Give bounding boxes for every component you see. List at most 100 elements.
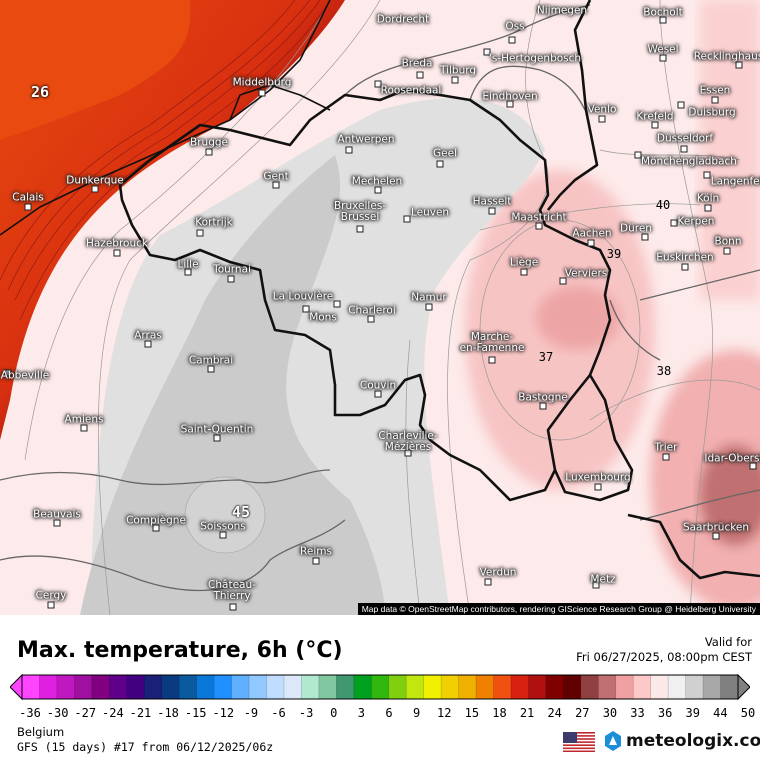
map-canvas [0,0,760,615]
city-label: Venlo [587,103,617,116]
city-marker [488,356,496,364]
city-label: Idar-Oberstein [704,452,760,465]
city-label: Düren [620,222,652,235]
city-marker [436,160,444,168]
legend-color-cell [371,675,390,699]
city-label: Kerpen [677,215,715,228]
legend-tick-label: 44 [713,706,728,720]
legend-color-cell [214,675,232,699]
city-label: Amiens [64,413,104,426]
legend-color-cell [336,675,355,699]
legend-color-cell [528,675,547,699]
city-label: Eindhoven [482,90,538,103]
legend-tick-label: 36 [657,706,673,720]
city-label: Roosendaal [380,84,442,97]
legend-color-cell [144,675,163,699]
belgium-border [0,0,760,580]
brand-link[interactable]: meteologix.com [603,730,760,752]
city-label: Lille [177,258,199,271]
city-marker [711,96,719,104]
city-marker [205,148,213,156]
legend-color-cell [126,675,145,699]
city-marker [704,204,712,212]
legend-color-cell [563,675,582,699]
city-marker [677,101,685,109]
legend-color-cell [685,675,704,699]
contour-label: 39 [606,247,622,261]
map-attribution[interactable]: Map data © OpenStreetMap contributors, r… [357,603,760,615]
legend-tick-label: -6 [271,706,286,720]
legend-color-cell [179,675,197,699]
legend-color-cell [91,675,110,699]
legend-tick-label: 0 [330,706,338,720]
city-label: Tilburg [439,64,477,77]
city-label: Château- Thierry [208,579,256,602]
city-label: Soissons [200,520,246,533]
us-flag-icon[interactable] [563,732,595,752]
city-marker [416,71,424,79]
city-label: Hasselt [472,195,512,208]
city-marker [483,48,491,56]
legend-arrow-left [10,673,23,701]
city-marker [374,80,382,88]
legend-tick-label: -27 [74,706,97,720]
city-label: Saarbrücken [682,521,750,534]
legend-color-cell [109,675,128,699]
city-marker [735,61,743,69]
temperature-map[interactable]: Dordrecht Oss Nijmegen Bocholt Wesel Reckling… [0,0,760,615]
meteologix-logo-icon [605,731,621,751]
city-label: Charleville- Mézières [378,430,438,453]
legend-color-cell [266,675,285,699]
city-marker [659,54,667,62]
legend-color-cell [406,675,424,699]
legend-tick-label: 27 [575,706,590,720]
city-label: Middelburg [232,76,292,89]
legend-tick-label: 3 [357,706,365,720]
valid-for-label: Valid for [704,635,752,649]
legend-tick-label: -15 [184,706,207,720]
legend-color-cell [231,675,250,699]
city-label: La Louvière [272,290,334,303]
city-label: Dordrecht [376,13,430,26]
city-marker [598,115,606,123]
legend-tick-label: -21 [129,706,152,720]
legend-tick-label: 50 [740,706,756,720]
model-run-label: GFS (15 days) #17 from 06/12/2025/06z [17,740,274,754]
legend-color-cell [22,675,40,699]
city-label: Langenfeld [710,175,760,188]
city-label: Aachen [572,227,612,240]
legend-color-cell [301,675,320,699]
city-marker [227,275,235,283]
city-marker [219,531,227,539]
city-label: Düsseldorf [656,132,714,145]
city-label: Leuven [410,206,450,219]
city-marker [535,222,543,230]
city-marker [4,369,12,377]
city-marker [302,305,310,313]
city-marker [587,239,595,247]
city-label: Reims [300,545,332,558]
hot-zone [0,0,345,440]
city-label: Wesel [647,43,679,56]
city-label: Trier [654,441,678,454]
legend-color-cell [458,675,477,699]
legend-color-cell [510,675,529,699]
city-marker [749,462,757,470]
city-label: Tournai [213,263,251,276]
city-label: Bocholt [643,6,683,19]
city-marker [451,76,459,84]
city-marker [24,203,32,211]
city-label: Luxembourg [565,471,631,484]
city-marker [659,16,667,24]
city-marker [333,300,341,308]
legend-color-cell [545,675,564,699]
color-legend [10,673,750,701]
legend-tick-label: 30 [602,706,618,720]
city-marker [312,557,320,565]
legend-color-cell [476,675,494,699]
city-marker [484,578,492,586]
chart-title: Max. temperature, 6h (°C) [17,638,343,663]
legend-color-cell [353,675,372,699]
legend-tick-label: -9 [243,706,259,720]
city-marker [229,603,237,611]
